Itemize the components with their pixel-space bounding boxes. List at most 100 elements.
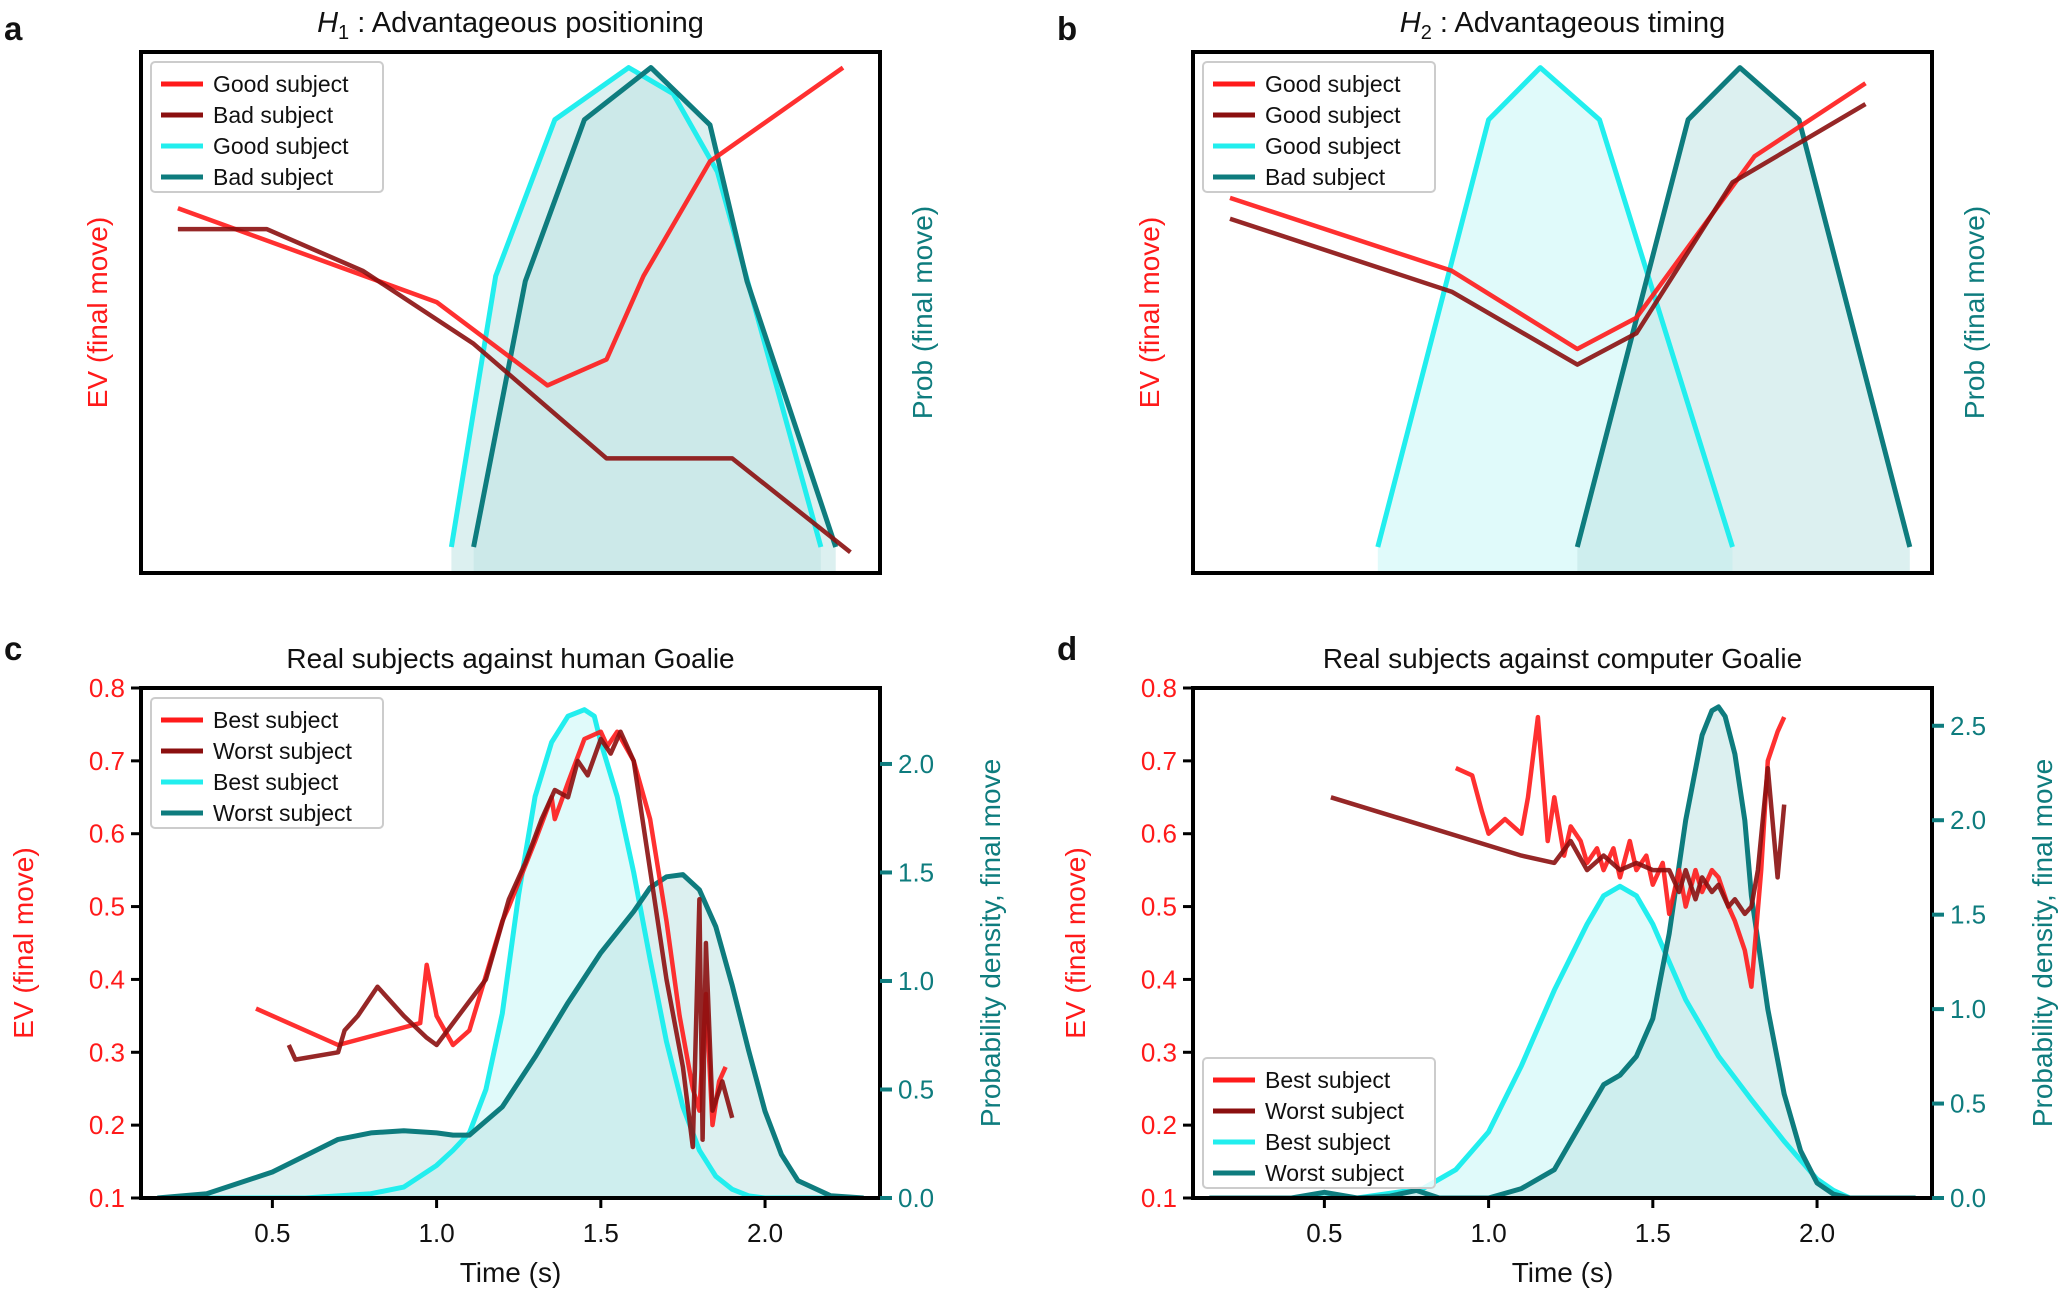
y-axis-label-left: EV (final move) bbox=[1134, 217, 1165, 408]
y-tick-label-left: 0.8 bbox=[1141, 673, 1177, 703]
y-tick-label-left: 0.3 bbox=[1141, 1037, 1177, 1067]
legend: Best subject Worst subject Best subject Wor… bbox=[1202, 1057, 1436, 1189]
y-tick-label-left: 0.2 bbox=[89, 1110, 125, 1140]
x-tick-label: 0.5 bbox=[254, 1218, 290, 1248]
x-tick-label: 2.0 bbox=[747, 1218, 783, 1248]
prob-line-0 bbox=[1375, 65, 1735, 548]
title-symbol: H bbox=[317, 7, 338, 39]
legend-label: Best subject bbox=[213, 707, 339, 733]
y-tick-label-right: 2.0 bbox=[898, 749, 934, 779]
prob-line-0 bbox=[448, 65, 824, 548]
ev-line-0 bbox=[177, 65, 845, 388]
y-tick-label-right: 2.5 bbox=[1950, 711, 1986, 741]
plot-area bbox=[1229, 65, 1913, 573]
legend: Good subject Bad subject Good subject Bad s… bbox=[150, 61, 384, 193]
x-tick-label: 1.0 bbox=[1471, 1218, 1507, 1248]
x-tick-label: 1.5 bbox=[1635, 1218, 1671, 1248]
y-tick-label-left: 0.7 bbox=[89, 746, 125, 776]
legend-label: Best subject bbox=[1265, 1067, 1391, 1093]
legend-label: Bad subject bbox=[1265, 164, 1386, 190]
x-tick-label: 1.5 bbox=[583, 1218, 619, 1248]
title-subscript: 1 bbox=[338, 22, 349, 44]
y-tick-label-right: 0.5 bbox=[1950, 1089, 1986, 1119]
y-tick-label-left: 0.1 bbox=[89, 1183, 125, 1213]
prob-line-1 bbox=[1574, 65, 1913, 548]
legend-label: Worst subject bbox=[213, 738, 353, 764]
y-tick-label-right: 1.5 bbox=[1950, 900, 1986, 930]
plot-frame bbox=[1191, 686, 1934, 1200]
ev-line-0 bbox=[1229, 81, 1867, 352]
legend-label: Bad subject bbox=[213, 102, 334, 128]
panel-letter: a bbox=[4, 10, 23, 47]
y-axis-label-left: EV (final move) bbox=[1060, 847, 1091, 1038]
legend-label: Best subject bbox=[1265, 1129, 1391, 1155]
chart-title: H2 : Advantageous timing bbox=[1400, 7, 1726, 44]
prob-fill-1 bbox=[1209, 706, 1916, 1198]
ev-line-1 bbox=[286, 729, 735, 1150]
legend-label: Worst subject bbox=[1265, 1160, 1405, 1186]
y-tick-label-left: 0.8 bbox=[89, 673, 125, 703]
y-axis-label-right: Probability density, final move bbox=[975, 759, 1006, 1127]
y-tick-label-left: 0.4 bbox=[89, 964, 125, 994]
legend-box bbox=[1202, 61, 1436, 193]
ev-line-0 bbox=[1454, 714, 1787, 989]
y-tick-label-left: 0.6 bbox=[89, 819, 125, 849]
legend-box bbox=[150, 697, 384, 829]
legend: Good subject Good subject Good subject Bad … bbox=[1202, 61, 1436, 193]
y-tick-label-right: 2.0 bbox=[1950, 805, 1986, 835]
legend-label: Good subject bbox=[1265, 71, 1401, 97]
legend-label: Bad subject bbox=[213, 164, 334, 190]
chart-title: Real subjects against computer Goalie bbox=[1323, 643, 1802, 674]
legend-label: Good subject bbox=[213, 71, 349, 97]
legend-box bbox=[1202, 1057, 1436, 1189]
prob-line-1 bbox=[471, 65, 839, 548]
y-tick-label-left: 0.4 bbox=[1141, 964, 1177, 994]
panel-b: b H2 : Advantageous timing EV (final move)… bbox=[1057, 7, 1990, 575]
title-text: : Advantageous positioning bbox=[349, 7, 704, 39]
ev-line-1 bbox=[177, 226, 852, 554]
prob-fill-1 bbox=[1577, 67, 1910, 573]
legend-label: Good subject bbox=[213, 133, 349, 159]
x-tick-label: 1.0 bbox=[419, 1218, 455, 1248]
legend-label: Good subject bbox=[1265, 133, 1401, 159]
panel-letter: c bbox=[4, 630, 22, 667]
title-subscript: 2 bbox=[1421, 22, 1432, 44]
plot-frame bbox=[139, 50, 882, 575]
y-tick-label-left: 0.5 bbox=[89, 892, 125, 922]
y-axis-label-right: Prob (final move) bbox=[1959, 206, 1990, 419]
prob-fill-1 bbox=[473, 67, 836, 573]
title-text: : Advantageous timing bbox=[1432, 7, 1725, 39]
y-tick-label-right: 1.0 bbox=[1950, 994, 1986, 1024]
x-tick-label: 2.0 bbox=[1799, 1218, 1835, 1248]
legend-box bbox=[150, 61, 384, 193]
panel-letter: b bbox=[1057, 10, 1077, 47]
legend: Best subject Worst subject Best subject Wor… bbox=[150, 697, 384, 829]
plot-area bbox=[177, 65, 852, 573]
plot-area bbox=[1209, 704, 1916, 1198]
prob-line-1 bbox=[1209, 704, 1916, 1198]
panel-a: a H1 : Advantageous positioning EV (final … bbox=[4, 7, 938, 575]
y-tick-label-left: 0.1 bbox=[1141, 1183, 1177, 1213]
chart-title: Real subjects against human Goalie bbox=[286, 643, 734, 674]
y-tick-label-left: 0.6 bbox=[1141, 819, 1177, 849]
y-tick-label-left: 0.7 bbox=[1141, 746, 1177, 776]
y-tick-label-left: 0.3 bbox=[89, 1037, 125, 1067]
y-tick-label-right: 0.0 bbox=[898, 1183, 934, 1213]
legend-label: Best subject bbox=[213, 769, 339, 795]
x-axis-label: Time (s) bbox=[1512, 1257, 1614, 1288]
y-axis-label-left: EV (final move) bbox=[8, 847, 39, 1038]
prob-line-0 bbox=[157, 707, 864, 1198]
y-tick-label-right: 1.0 bbox=[898, 966, 934, 996]
ev-line-0 bbox=[255, 729, 728, 1128]
prob-line-1 bbox=[157, 872, 864, 1198]
ev-line-1 bbox=[1229, 102, 1867, 367]
ev-line-1 bbox=[1330, 765, 1787, 917]
title-symbol: H bbox=[1400, 7, 1421, 39]
plot-area bbox=[157, 707, 864, 1198]
chart-title: H1 : Advantageous positioning bbox=[317, 7, 704, 44]
y-axis-label-right: Prob (final move) bbox=[907, 206, 938, 419]
y-tick-label-left: 0.2 bbox=[1141, 1110, 1177, 1140]
legend-label: Worst subject bbox=[1265, 1098, 1405, 1124]
y-tick-label-right: 0.5 bbox=[898, 1074, 934, 1104]
plot-frame bbox=[139, 686, 882, 1200]
